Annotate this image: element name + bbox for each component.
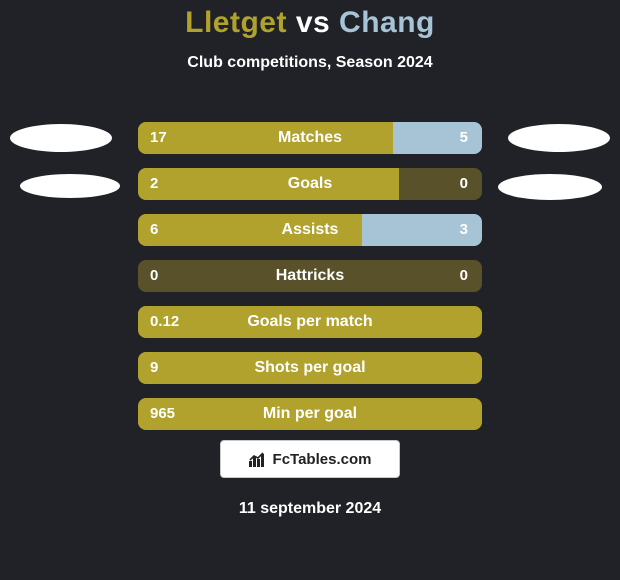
stat-value-right: 0	[460, 260, 468, 292]
stat-label: Matches	[138, 122, 482, 154]
stat-row: Min per goal965	[0, 398, 620, 430]
stat-label: Goals	[138, 168, 482, 200]
comparison-infographic: Lletget vs Chang Club competitions, Seas…	[0, 0, 620, 580]
stat-label: Goals per match	[138, 306, 482, 338]
attribution-text: FcTables.com	[273, 451, 372, 468]
stat-row: Assists6 3	[0, 214, 620, 246]
stat-value-left: 6	[150, 214, 158, 246]
stat-row: Goals per match0.12	[0, 306, 620, 338]
stat-value-left: 0	[150, 260, 158, 292]
stat-rows: Matches175Goals20Assists63Hattricks00Goa…	[0, 122, 620, 444]
player-right-name: Chang	[339, 6, 435, 39]
chart-icon	[249, 451, 267, 467]
stat-value-right: 0	[460, 168, 468, 200]
stat-label: Shots per goal	[138, 352, 482, 384]
subtitle: Club competitions, Season 2024	[0, 54, 620, 72]
stat-value-left: 0.12	[150, 306, 179, 338]
stat-label: Min per goal	[138, 398, 482, 430]
stat-value-right: 5	[460, 122, 468, 154]
stat-row: Shots per goal9	[0, 352, 620, 384]
stat-label: Hattricks	[138, 260, 482, 292]
stat-value-left: 9	[150, 352, 158, 384]
stat-row: Hattricks0 0	[0, 260, 620, 292]
stat-label: Assists	[138, 214, 482, 246]
infographic-date: 11 september 2024	[0, 500, 620, 518]
stat-value-left: 17	[150, 122, 167, 154]
vs-separator: vs	[296, 6, 330, 39]
page-title: Lletget vs Chang	[0, 0, 620, 40]
player-left-name: Lletget	[185, 6, 287, 39]
attribution-badge: FcTables.com	[220, 440, 400, 478]
stat-value-left: 2	[150, 168, 158, 200]
stat-row: Goals2 0	[0, 168, 620, 200]
stat-value-right: 3	[460, 214, 468, 246]
stat-row: Matches17 5	[0, 122, 620, 154]
stat-value-left: 965	[150, 398, 175, 430]
